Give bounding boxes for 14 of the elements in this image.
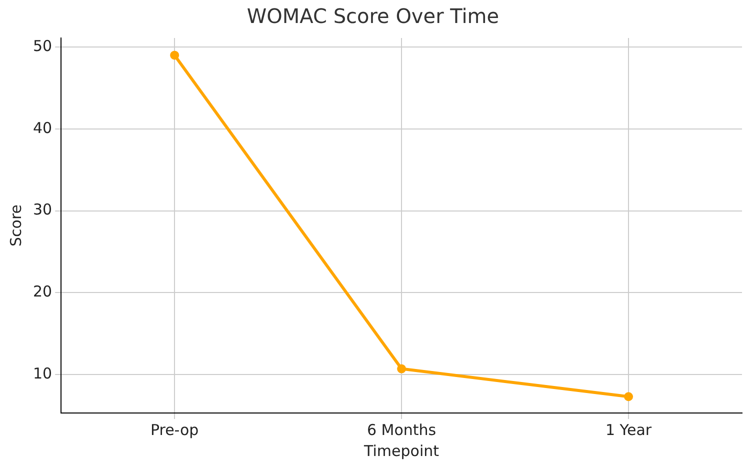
x-tick-label: 1 Year <box>605 420 652 439</box>
point <box>170 50 180 60</box>
y-tick-label: 40 <box>32 118 52 137</box>
chart-title: WOMAC Score Over Time <box>246 4 500 28</box>
x-axis-title: Timepoint <box>363 442 440 460</box>
y-tick-label: 50 <box>32 36 52 55</box>
y-tick-label: 10 <box>32 364 52 382</box>
y-tick-label: 30 <box>32 200 52 219</box>
point <box>624 392 634 402</box>
point <box>397 364 406 374</box>
x-tick-label: Pre-op <box>150 420 199 439</box>
y-tick-label: 20 <box>32 282 52 301</box>
y-axis-title: Score <box>6 204 25 247</box>
x-tick-label: 6 Months <box>366 420 436 439</box>
